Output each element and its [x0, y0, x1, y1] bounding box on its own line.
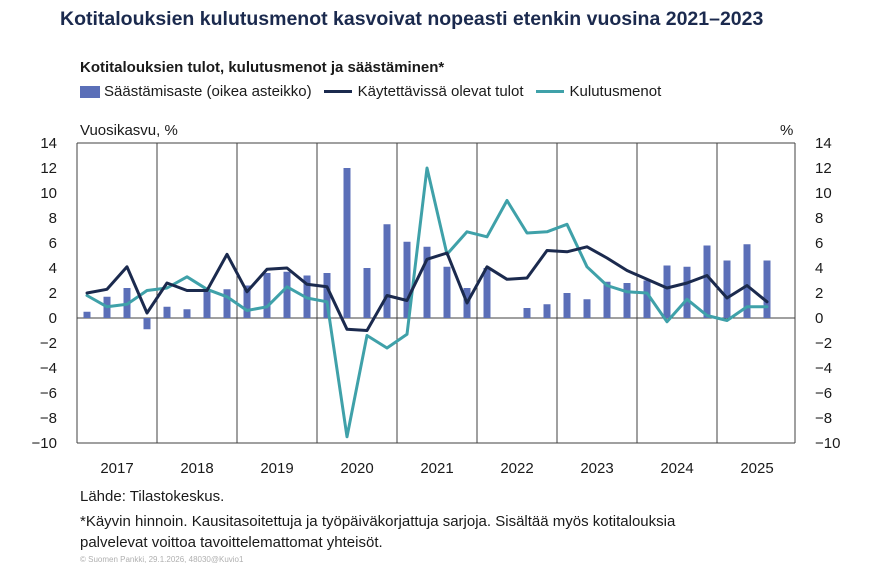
y-tick-label-right: −2: [815, 335, 832, 352]
y-axis-label-left: Vuosikasvu, %: [80, 122, 178, 139]
y-tick-label-right: 2: [815, 285, 823, 302]
y-tick-label-right: 0: [815, 310, 823, 327]
bar-saving-rate: [183, 309, 191, 318]
y-tick-label-left: 14: [40, 135, 57, 152]
bar-saving-rate: [643, 280, 651, 318]
bar-saving-rate: [283, 271, 291, 318]
y-tick-label-left: 4: [49, 260, 57, 277]
y-tick-label-right: −4: [815, 360, 832, 377]
bar-saving-rate: [743, 244, 751, 318]
x-tick-label: 2022: [500, 460, 533, 477]
legend-swatch-consumption: [535, 90, 564, 93]
bar-saving-rate: [203, 290, 211, 318]
bar-saving-rate: [343, 168, 351, 318]
legend-label-saving-rate: Säästämisaste (oikea asteikko): [104, 83, 312, 100]
y-tick-label-left: −4: [40, 360, 57, 377]
y-tick-label-right: 14: [815, 135, 832, 152]
bar-saving-rate: [763, 260, 771, 318]
y-tick-label-right: −10: [815, 435, 840, 452]
y-tick-label-left: −2: [40, 335, 57, 352]
y-tick-label-left: 6: [49, 235, 57, 252]
bar-saving-rate: [563, 293, 571, 318]
x-tick-label: 2020: [340, 460, 373, 477]
y-tick-label-left: 12: [40, 160, 57, 177]
bar-saving-rate: [683, 266, 691, 318]
bar-saving-rate: [703, 245, 711, 318]
x-tick-label: 2024: [660, 460, 693, 477]
y-tick-label-left: −6: [40, 385, 57, 402]
legend-label-consumption: Kulutusmenot: [569, 83, 662, 100]
bar-saving-rate: [523, 308, 531, 318]
line-disposable-income: [85, 245, 769, 332]
legend-swatch-disposable-income: [323, 90, 352, 93]
legend-swatch-saving-rate: [80, 85, 100, 98]
y-tick-label-right: −6: [815, 385, 832, 402]
bar-saving-rate: [443, 266, 451, 318]
x-tick-label: 2023: [580, 460, 613, 477]
bar-saving-rate: [663, 265, 671, 318]
legend-label-disposable-income: Käytettävissä olevat tulot: [357, 83, 524, 100]
bar-saving-rate: [583, 299, 591, 318]
bar-saving-rate: [423, 246, 431, 318]
x-tick-label: 2017: [100, 460, 133, 477]
legend-item-saving-rate: Säästämisaste (oikea asteikko): [80, 83, 312, 100]
x-tick-label: 2021: [420, 460, 453, 477]
bar-saving-rate: [83, 311, 91, 318]
chart-subtitle: Kotitalouksien tulot, kulutusmenot ja sä…: [80, 59, 445, 76]
chart-title: Kotitalouksien kulutusmenot kasvoivat no…: [60, 8, 764, 30]
bar-saving-rate: [163, 306, 171, 318]
bar-saving-rate: [483, 268, 491, 318]
x-tick-label: 2018: [180, 460, 213, 477]
copyright: © Suomen Pankki, 29.1.2026, 48030@Kuvio1: [80, 555, 244, 564]
bar-saving-rate: [363, 268, 371, 318]
y-axis-label-right: %: [780, 122, 793, 139]
y-tick-label-left: 8: [49, 210, 57, 227]
footnote-line-1: *Käyvin hinnoin. Kausitasoitettuja ja ty…: [80, 513, 676, 530]
legend-item-disposable-income: Käytettävissä olevat tulot: [323, 83, 524, 100]
y-tick-label-right: 10: [815, 185, 832, 202]
bar-saving-rate: [603, 281, 611, 318]
y-tick-label-right: 6: [815, 235, 823, 252]
y-tick-label-left: 2: [49, 285, 57, 302]
bar-saving-rate: [543, 304, 551, 318]
x-tick-label: 2025: [740, 460, 773, 477]
y-tick-label-right: 12: [815, 160, 832, 177]
bar-saving-rate: [243, 285, 251, 318]
y-tick-label-right: 4: [815, 260, 823, 277]
y-tick-label-right: −8: [815, 410, 832, 427]
y-tick-label-left: −10: [32, 435, 57, 452]
y-tick-label-left: −8: [40, 410, 57, 427]
legend-item-consumption: Kulutusmenot: [535, 83, 662, 100]
y-tick-label-right: 8: [815, 210, 823, 227]
y-tick-label-left: 0: [49, 310, 57, 327]
bar-saving-rate: [143, 318, 151, 330]
line-consumption: [85, 166, 769, 439]
bar-saving-rate: [383, 224, 391, 318]
bar-saving-rate: [623, 283, 631, 318]
source-note: Lähde: Tilastokeskus.: [80, 488, 225, 505]
bar-saving-rate: [263, 273, 271, 318]
footnote-line-2: palvelevat voittoa tavoittelemattomat yh…: [80, 534, 383, 551]
y-tick-label-left: 10: [40, 185, 57, 202]
bar-saving-rate: [723, 260, 731, 318]
bar-saving-rate: [223, 289, 231, 318]
bar-saving-rate: [403, 241, 411, 318]
legend: Säästämisaste (oikea asteikko) Käytettäv…: [80, 83, 673, 100]
bar-saving-rate: [323, 273, 331, 318]
x-tick-label: 2019: [260, 460, 293, 477]
